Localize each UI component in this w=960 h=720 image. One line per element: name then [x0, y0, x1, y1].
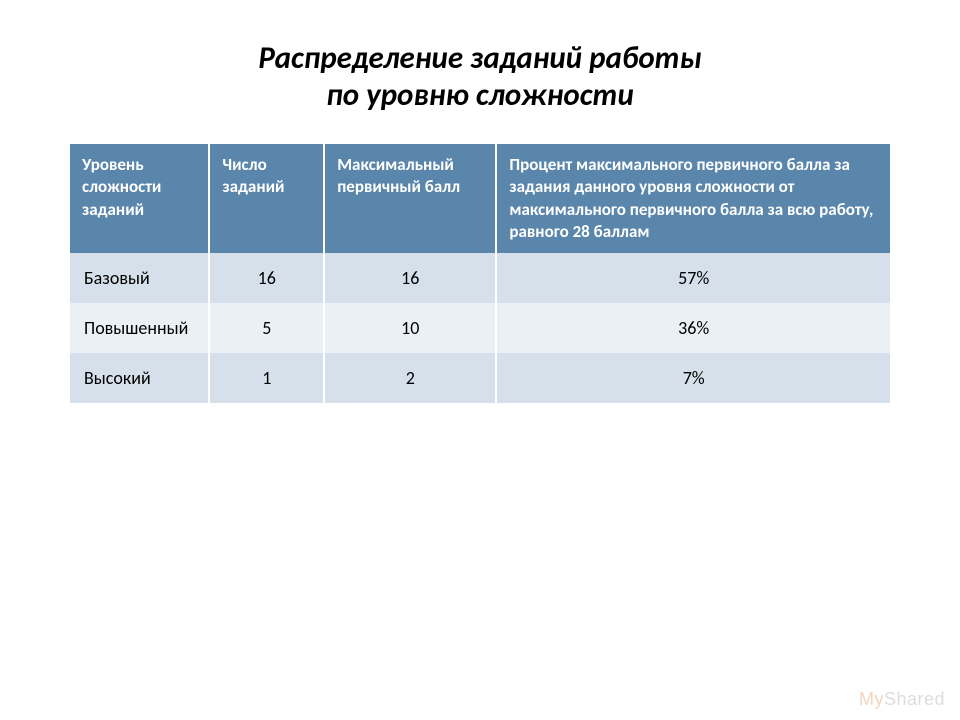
cell-count: 16 — [209, 253, 324, 303]
cell-count: 5 — [209, 303, 324, 353]
cell-count: 1 — [209, 353, 324, 403]
table-row: Базовый 16 16 57% — [70, 253, 890, 303]
cell-level: Повышенный — [70, 303, 209, 353]
cell-max: 10 — [324, 303, 496, 353]
cell-level: Базовый — [70, 253, 209, 303]
table-row: Повышенный 5 10 36% — [70, 303, 890, 353]
cell-percent: 57% — [496, 253, 890, 303]
cell-max: 2 — [324, 353, 496, 403]
difficulty-table: Уровень сложности заданий Число заданий … — [70, 144, 890, 402]
table-row: Высокий 1 2 7% — [70, 353, 890, 403]
title-line1: Распределение заданий работы — [258, 39, 701, 77]
cell-level: Высокий — [70, 353, 209, 403]
title-line2: по уровню сложности — [326, 76, 634, 114]
cell-percent: 36% — [496, 303, 890, 353]
slide-title: Распределение заданий работы по уровню с… — [70, 40, 890, 114]
header-max: Максимальный первичный балл — [324, 144, 496, 252]
watermark-text: Shared — [884, 689, 945, 709]
header-percent: Процент максимального первичного балла з… — [496, 144, 890, 252]
watermark: MyShared — [859, 689, 945, 710]
cell-max: 16 — [324, 253, 496, 303]
watermark-prefix: My — [859, 689, 884, 709]
cell-percent: 7% — [496, 353, 890, 403]
header-count: Число заданий — [209, 144, 324, 252]
header-level: Уровень сложности заданий — [70, 144, 209, 252]
table-header-row: Уровень сложности заданий Число заданий … — [70, 144, 890, 252]
